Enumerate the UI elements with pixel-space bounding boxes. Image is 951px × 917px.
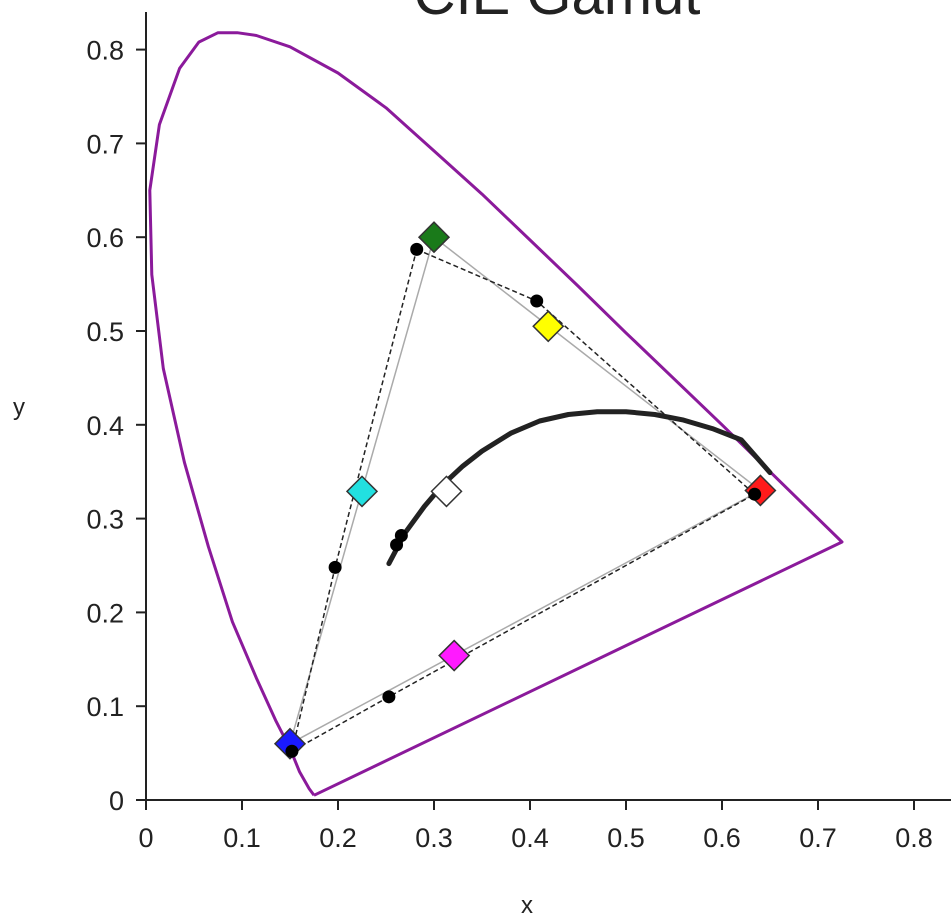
y-tick-label: 0.5 bbox=[86, 317, 124, 347]
measured-point-5 bbox=[285, 744, 299, 758]
planckian-locus-curve bbox=[386, 409, 773, 567]
x-tick-label: 0.6 bbox=[703, 823, 741, 853]
x-tick-label: 0.2 bbox=[319, 823, 357, 853]
measured-point-3 bbox=[748, 487, 762, 501]
y-tick-label: 0.2 bbox=[86, 598, 124, 628]
x-tick-label: 0.4 bbox=[511, 823, 549, 853]
y-tick-label: 0 bbox=[109, 786, 124, 816]
y-tick-label: 0.8 bbox=[86, 36, 124, 66]
x-tick-label: 0.5 bbox=[607, 823, 645, 853]
measured-point-4 bbox=[382, 690, 396, 704]
x-tick-label: 0.8 bbox=[895, 823, 933, 853]
marker-cyan bbox=[345, 475, 379, 508]
spectral-locus-curve bbox=[148, 31, 844, 797]
y-tick-label: 0.7 bbox=[86, 129, 124, 159]
y-tick-label: 0.6 bbox=[86, 223, 124, 253]
measured-point-8 bbox=[390, 538, 404, 552]
y-axis-title: y bbox=[13, 394, 25, 421]
x-tick-label: 0.3 bbox=[415, 823, 453, 853]
measured-point-1 bbox=[410, 242, 424, 256]
measured-point-2 bbox=[530, 294, 544, 308]
marker-green bbox=[417, 221, 451, 254]
marker-magenta bbox=[438, 639, 471, 672]
marker-yellow bbox=[532, 310, 565, 343]
y-tick-label: 0.1 bbox=[86, 692, 124, 722]
axes: 0 0.1 0.2 0.3 0.4 0.5 0.6 0.7 0.8 0 0.1 0.2 0.3 0.4 0.… bbox=[86, 12, 951, 853]
y-tick-label: 0.4 bbox=[86, 411, 124, 441]
measured-point-6 bbox=[328, 560, 342, 574]
x-tick-label: 0 bbox=[138, 823, 153, 853]
marker-white bbox=[430, 475, 463, 508]
x-tick-label: 0.7 bbox=[799, 823, 837, 853]
x-tick-label: 0.1 bbox=[223, 823, 261, 853]
chart-title: CIE Gamut bbox=[414, 0, 701, 27]
plot-area bbox=[148, 31, 844, 797]
y-tick-label: 0.3 bbox=[86, 505, 124, 535]
x-axis-title: x bbox=[521, 892, 533, 917]
